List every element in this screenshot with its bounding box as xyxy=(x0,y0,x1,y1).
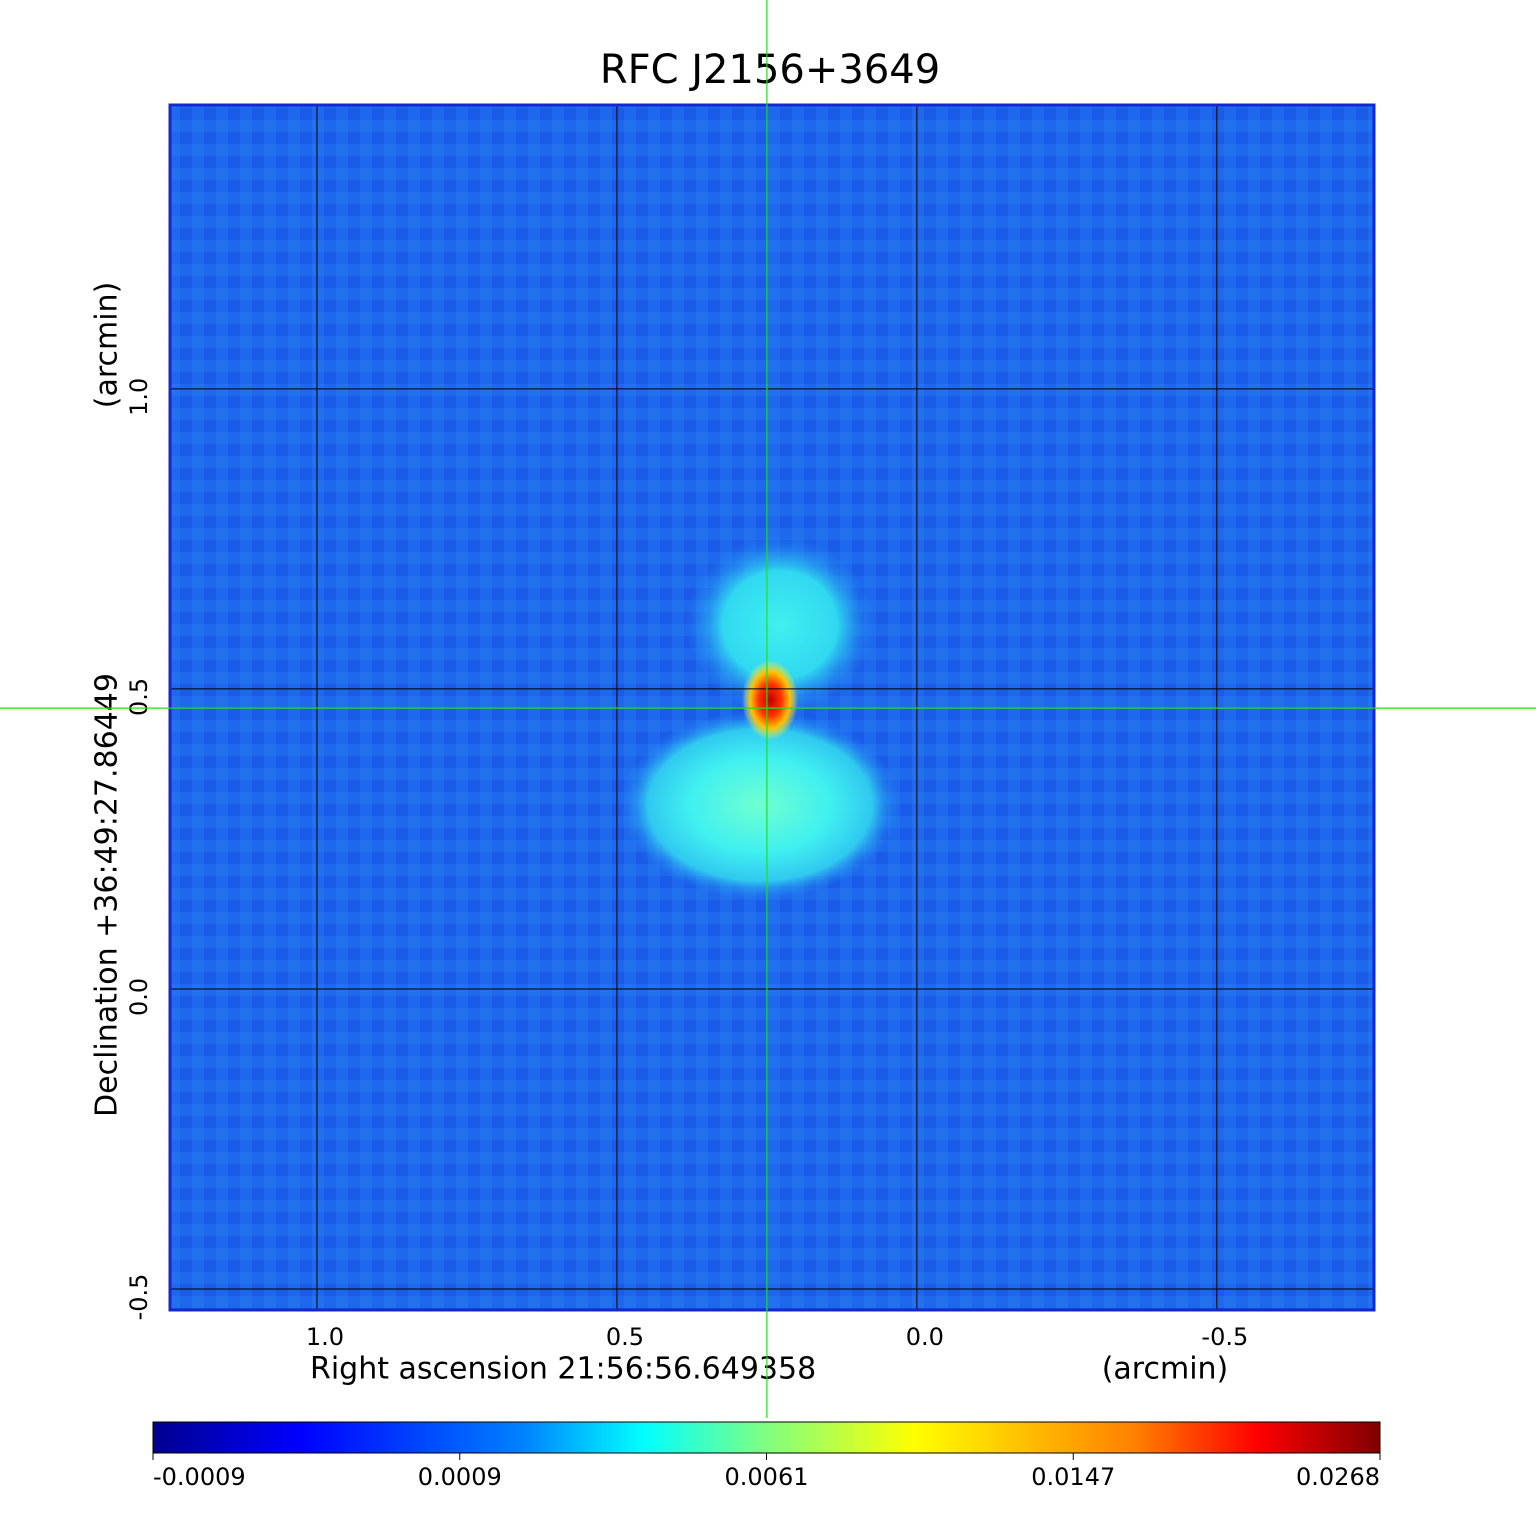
x-axis-unit: (arcmin) xyxy=(1102,1352,1229,1387)
y-tick-label: 1.0 xyxy=(125,378,153,416)
emission-south xyxy=(620,710,900,900)
colorbar-tick-label: 0.0061 xyxy=(725,1463,809,1491)
plot-frame xyxy=(168,103,1376,1312)
x-tick-label: -0.5 xyxy=(1201,1323,1248,1351)
y-tick-label: -0.5 xyxy=(125,1274,153,1321)
colorbar-tick-label: 0.0147 xyxy=(1031,1463,1115,1491)
y-axis-unit: (arcmin) xyxy=(90,282,125,409)
y-tick-label: 0.5 xyxy=(125,678,153,716)
emission-north xyxy=(685,535,875,715)
colorbar-tick-label: 0.0268 xyxy=(1296,1463,1380,1491)
x-tick-label: 0.5 xyxy=(606,1323,644,1351)
colorbar-tick-label: 0.0009 xyxy=(418,1463,502,1491)
y-axis-label: Declination +36:49:27.86449 xyxy=(90,673,125,1117)
x-tick-label: 1.0 xyxy=(306,1323,344,1351)
colorbar-tick-label: -0.0009 xyxy=(153,1463,246,1491)
emission-core xyxy=(742,660,798,740)
x-tick-label: 0.0 xyxy=(906,1323,944,1351)
chart-title: RFC J2156+3649 xyxy=(600,47,940,93)
axes xyxy=(168,103,1376,1312)
colorbar xyxy=(152,1421,1381,1454)
y-tick-label: 0.0 xyxy=(125,978,153,1016)
x-axis-label: Right ascension 21:56:56.649358 xyxy=(310,1352,816,1387)
